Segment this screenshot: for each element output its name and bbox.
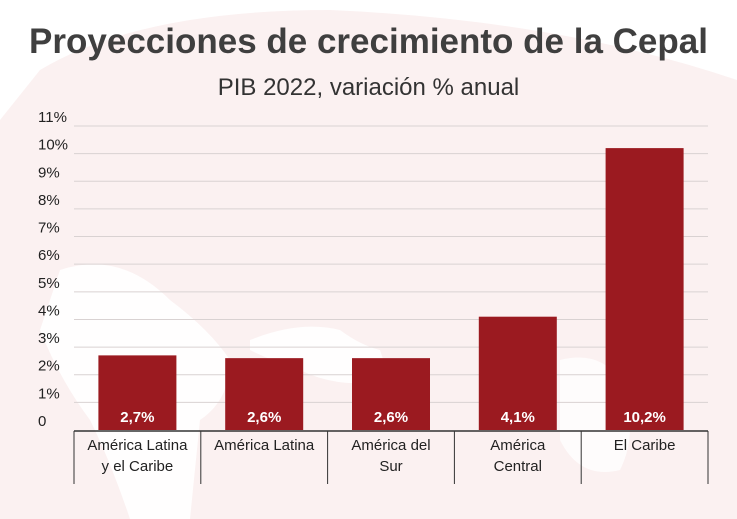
category-label: y el Caribe [102,458,174,475]
y-tick-label: 4% [38,302,60,319]
y-tick-label: 9% [38,164,60,181]
category-label: Central [494,458,542,475]
category-label: América Latina [214,437,315,454]
bar [98,355,177,430]
bar [605,148,684,431]
bar [478,316,557,430]
bar [225,358,304,430]
bar [352,358,430,430]
data-label: 4,1% [501,409,535,426]
chart-subtitle: PIB 2022, variación % anual [217,74,520,101]
data-label: 10,2% [623,409,666,426]
y-tick-label: 0 [38,413,46,430]
data-label: 2,7% [120,409,154,426]
category-label: América [490,437,546,454]
y-tick-label: 8% [38,192,60,209]
category-label: Sur [379,458,402,475]
data-label: 2,6% [247,409,281,426]
y-tick-label: 10% [38,137,68,154]
y-tick-label: 7% [38,220,60,237]
category-label: América del [351,437,430,454]
y-tick-label: 1% [38,385,60,402]
data-label: 2,6% [374,409,408,426]
y-tick-label: 6% [38,247,60,264]
chart-title: Proyecciones de crecimiento de la Cepal [29,22,708,61]
category-label: América Latina [87,437,188,454]
category-label: El Caribe [614,437,676,454]
y-tick-label: 5% [38,275,60,292]
y-tick-label: 2% [38,358,60,375]
y-tick-label: 3% [38,330,60,347]
y-tick-label: 11% [38,109,67,126]
